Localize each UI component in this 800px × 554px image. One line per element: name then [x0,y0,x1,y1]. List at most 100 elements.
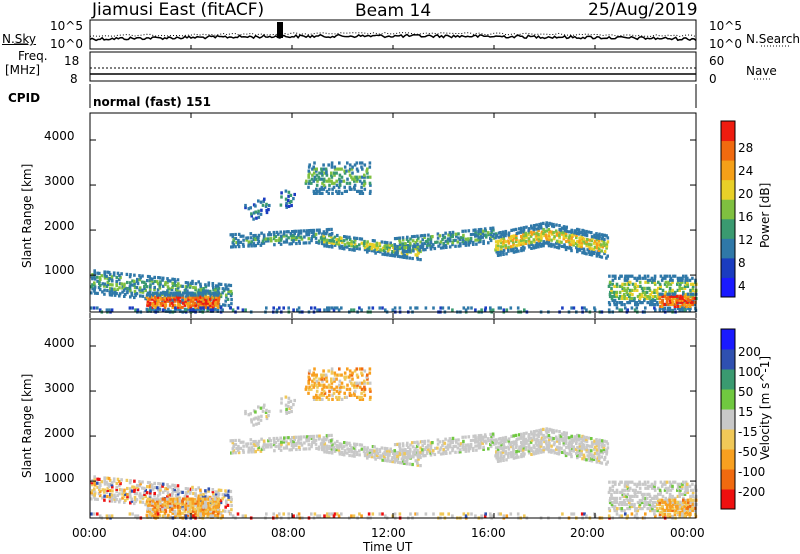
velocity-cell [666,508,670,512]
velocity-cell [360,514,363,518]
power-cell [588,248,591,252]
power-cell [451,243,454,247]
power-cell [368,181,372,185]
velocity-cell [489,444,493,449]
velocity-cell [413,453,417,457]
velocity-cell [303,441,306,445]
velocity-cell [201,499,204,503]
velocity-cell [237,448,240,453]
power-cell [242,238,245,242]
power-cell [110,293,114,297]
velocity-cell [285,411,288,415]
power-cell [252,242,256,246]
power-cell [408,256,412,260]
power-cell [418,248,421,252]
velocity-cell [154,507,157,511]
power-cell [360,189,363,193]
velocity-cell [164,486,167,491]
velocity-cell [575,437,579,441]
velocity-cell [489,438,493,443]
velocity-cell [671,506,675,510]
power-cell [294,229,298,233]
power-cell [509,236,512,241]
velocity-cell [403,459,406,463]
power-cell [155,291,159,295]
power-cell [634,301,637,305]
velocity-cell [187,511,190,515]
power-cell [593,241,596,245]
velocity-cell [548,427,551,431]
power-cell [553,235,556,239]
power-cell [474,234,477,238]
velocity-cell [110,514,114,518]
velocity-cell [307,437,311,441]
power-cell [495,244,498,248]
power-cell [442,244,445,248]
power-cell [501,244,505,248]
velocity-cell [423,441,426,445]
power-cell [441,238,444,242]
velocity-cell [689,488,693,492]
power-cell [247,207,251,211]
power-cell [126,291,129,295]
power-cell [502,248,506,252]
power-cell [570,249,573,253]
power-cell [623,296,626,301]
velocity-cell [252,442,256,446]
velocity-cell [307,381,310,385]
velocity-cell [391,456,394,460]
power-cell [156,301,159,305]
velocity-cell [230,498,233,502]
velocity-cell [533,432,536,436]
power-cell [158,284,161,288]
power-cell [197,280,200,284]
velocity-cell [597,458,601,463]
power-cell [512,246,515,250]
velocity-cell [520,444,523,448]
power-cell [550,230,554,234]
power-cell [229,306,232,310]
power-cell [464,243,468,247]
velocity-cell [512,440,516,444]
power-cell [134,291,137,295]
power-cell [314,236,318,240]
velocity-cell [585,446,588,450]
power-cell [285,234,288,238]
velocity-cell [312,438,315,442]
velocity-cell [678,504,682,508]
power-cell [678,284,681,288]
velocity-cell [393,449,396,453]
power-cell [197,295,200,299]
power-cell [438,242,442,246]
power-cell [116,271,120,275]
power-cell [370,247,374,251]
velocity-cell [353,381,357,385]
velocity-cell [663,488,667,492]
velocity-cell [173,503,176,507]
power-cell [255,235,259,240]
velocity-cell [260,437,263,441]
power-cell [645,290,649,294]
velocity-cell [567,442,571,446]
velocity-cell [323,514,326,518]
velocity-cell [650,486,654,490]
power-cell [348,187,352,191]
velocity-cell [350,514,353,518]
velocity-cell [545,441,548,445]
power-cell [133,283,136,287]
power-cell [658,282,662,286]
power-cell [353,248,356,252]
velocity-cell [368,387,372,391]
velocity-cell [661,500,664,504]
velocity-cell [345,441,348,445]
velocity-cell [134,497,137,501]
velocity-cell [615,500,619,505]
velocity-cell [669,500,672,504]
power-cell [577,230,581,234]
power-cell [653,276,657,280]
power-cell [535,243,538,247]
velocity-cell [405,455,409,460]
power-cell [415,238,419,242]
velocity-cell [608,509,612,513]
velocity-cell [646,486,650,490]
